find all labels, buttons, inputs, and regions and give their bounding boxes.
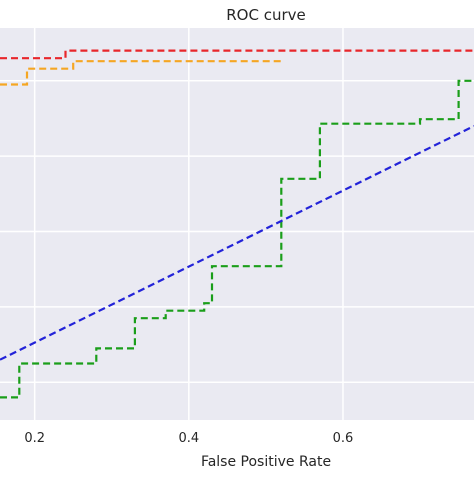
roc-series-line-0	[0, 49, 474, 60]
chart-title: ROC curve	[226, 6, 306, 24]
x-tick-label-0: 0.2	[24, 431, 45, 446]
plot-area	[0, 28, 474, 420]
x-tick-label-2: 0.6	[333, 431, 354, 446]
roc-series-line-2	[0, 79, 474, 399]
x-axis-label: False Positive Rate	[201, 454, 331, 470]
x-tick-label-1: 0.4	[178, 431, 199, 446]
roc-series-line-3	[0, 125, 474, 361]
roc-series-line-1	[0, 60, 282, 86]
series-layer	[0, 49, 474, 399]
x-tick-labels: 0.2 0.4 0.6	[24, 431, 353, 446]
grid-lines	[0, 28, 474, 420]
